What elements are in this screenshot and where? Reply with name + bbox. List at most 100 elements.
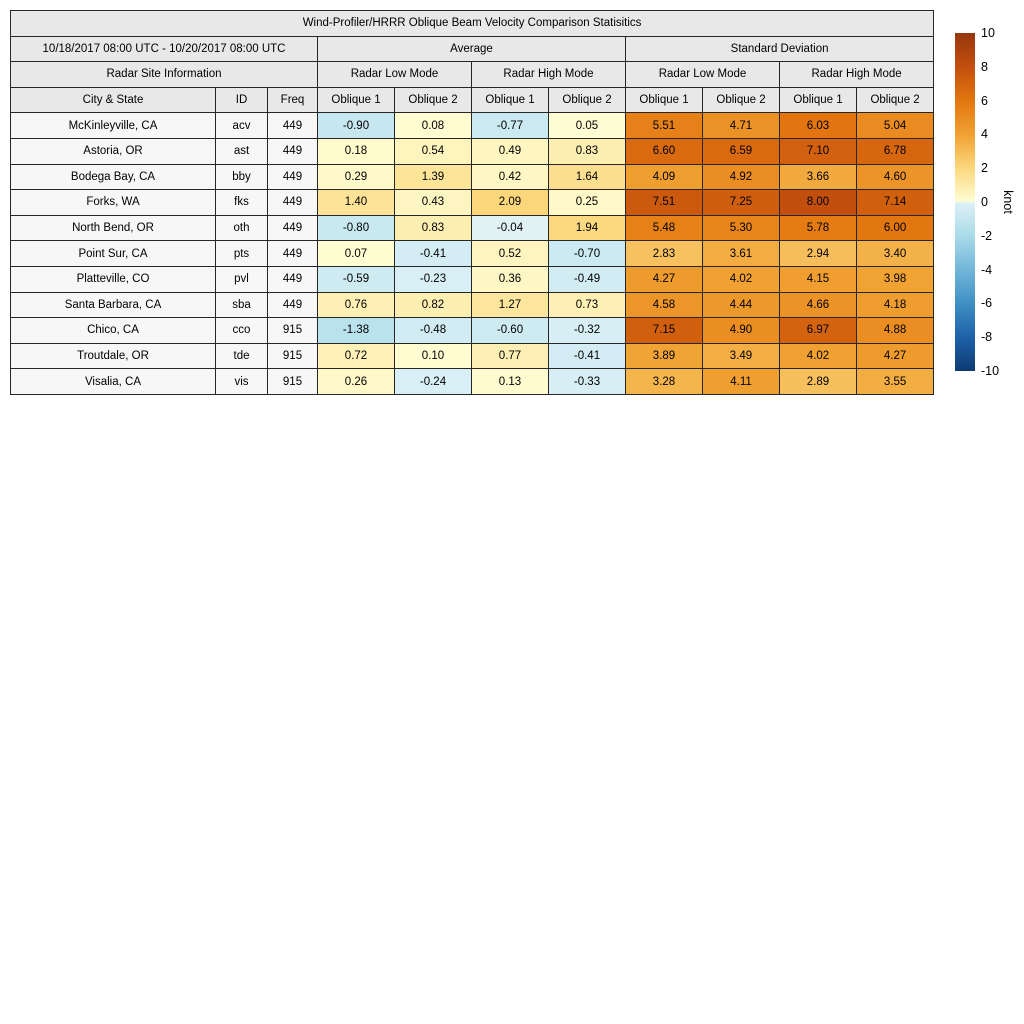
table-row: Forks, WA fks 449 1.40 0.43 2.09 0.25 7.51 7.25 8… <box>10 189 935 216</box>
table-row: Bodega Bay, CA bby 449 0.29 1.39 0.42 1.64 4.09… <box>10 163 935 191</box>
value-cell: 4.92 <box>702 163 780 191</box>
value-cell: 4.90 <box>702 317 780 344</box>
value-cell: -0.32 <box>548 317 626 344</box>
value-cell: 3.61 <box>702 240 780 267</box>
value-cell: 5.51 <box>625 112 703 139</box>
value-cell: 0.18 <box>317 137 395 165</box>
value-cell: 4.58 <box>625 291 703 319</box>
value-cell: -0.60 <box>471 317 549 344</box>
col-header-oblique: Oblique 1 <box>317 86 395 114</box>
table-row: Troutdale, OR tde 915 0.72 0.10 0.77 -0.41 3.89… <box>10 342 935 370</box>
value-cell: 0.29 <box>317 163 395 191</box>
value-cell: 4.02 <box>779 342 857 370</box>
value-cell: -0.41 <box>548 342 626 370</box>
value-cell: 0.82 <box>394 291 472 319</box>
city-cell: Santa Barbara, CA <box>10 291 216 319</box>
value-cell: 3.66 <box>779 163 857 191</box>
site-id-cell: ast <box>215 137 268 165</box>
value-cell: 7.51 <box>625 189 703 216</box>
value-cell: 7.10 <box>779 137 857 165</box>
table-row: Point Sur, CA pts 449 0.07 -0.41 0.52 -0.70 2.8… <box>10 240 935 267</box>
col-header-city: City & State <box>10 86 216 114</box>
site-id-cell: acv <box>215 112 268 139</box>
value-cell: 0.43 <box>394 189 472 216</box>
value-cell: 0.49 <box>471 137 549 165</box>
value-cell: 2.89 <box>779 368 857 395</box>
city-cell: North Bend, OR <box>10 214 216 242</box>
value-cell: 3.89 <box>625 342 703 370</box>
value-cell: -0.04 <box>471 214 549 242</box>
table-body: McKinleyville, CA acv 449 -0.90 0.08 -0.77 0.0… <box>10 112 935 395</box>
col-header-oblique: Oblique 1 <box>471 86 549 114</box>
city-cell: Forks, WA <box>10 189 216 216</box>
value-cell: 0.52 <box>471 240 549 267</box>
colorbar-tick-label: -8 <box>981 330 993 345</box>
city-cell: Troutdale, OR <box>10 342 216 370</box>
value-cell: 2.09 <box>471 189 549 216</box>
table-row: Platteville, CO pvl 449 -0.59 -0.23 0.36 -0.49… <box>10 265 935 293</box>
table-row: Chico, CA cco 915 -1.38 -0.48 -0.60 -0.32 7.15 4… <box>10 317 935 344</box>
colorbar-tick-label: 2 <box>981 161 988 176</box>
colorbar: knot 10 8 6 4 2 0 -2 -4 -6 -8 -10 <box>955 26 1024 378</box>
value-cell: 0.07 <box>317 240 395 267</box>
value-cell: -1.38 <box>317 317 395 344</box>
value-cell: 1.27 <box>471 291 549 319</box>
colorbar-tick-label: 0 <box>981 195 988 209</box>
value-cell: 0.05 <box>548 112 626 139</box>
site-id-cell: cco <box>215 317 268 344</box>
value-cell: 3.49 <box>702 342 780 370</box>
col-header-id: ID <box>215 86 268 114</box>
value-cell: 0.13 <box>471 368 549 395</box>
value-cell: 1.39 <box>394 163 472 191</box>
colorbar-tick-label: 10 <box>981 26 995 40</box>
value-cell: 0.54 <box>394 137 472 165</box>
value-cell: 1.64 <box>548 163 626 191</box>
value-cell: -0.80 <box>317 214 395 242</box>
value-cell: 6.00 <box>855 214 935 242</box>
freq-cell: 449 <box>267 137 318 165</box>
col-header-oblique: Oblique 2 <box>394 86 472 114</box>
table-row: Santa Barbara, CA sba 449 0.76 0.82 1.27 0.73 4… <box>10 291 935 319</box>
value-cell: -0.70 <box>548 240 626 267</box>
value-cell: 0.76 <box>317 291 395 319</box>
value-cell: 0.42 <box>471 163 549 191</box>
colorbar-tick-label: 4 <box>981 127 988 142</box>
value-cell: 4.09 <box>625 163 703 191</box>
col-header-oblique: Oblique 2 <box>702 86 780 114</box>
col-header-oblique: Oblique 2 <box>855 86 935 114</box>
value-cell: -0.90 <box>317 112 395 139</box>
value-cell: 6.03 <box>779 112 857 139</box>
freq-cell: 449 <box>267 240 318 267</box>
stats-table: Wind-Profiler/HRRR Oblique Beam Velocity… <box>9 10 935 395</box>
value-cell: 3.28 <box>625 368 703 395</box>
site-id-cell: fks <box>215 189 268 216</box>
value-cell: 3.40 <box>855 240 935 267</box>
value-cell: -0.59 <box>317 265 395 293</box>
city-cell: Platteville, CO <box>10 265 216 293</box>
value-cell: 4.27 <box>855 342 935 370</box>
value-cell: 2.94 <box>779 240 857 267</box>
value-cell: 4.18 <box>855 291 935 319</box>
value-cell: -0.23 <box>394 265 472 293</box>
site-id-cell: vis <box>215 368 268 395</box>
mode-header-avg-high: Radar High Mode <box>471 61 626 88</box>
value-cell: 4.44 <box>702 291 780 319</box>
value-cell: 6.97 <box>779 317 857 344</box>
value-cell: 7.14 <box>855 189 935 216</box>
value-cell: 3.55 <box>855 368 935 395</box>
value-cell: 4.11 <box>702 368 780 395</box>
table-row: Astoria, OR ast 449 0.18 0.54 0.49 0.83 6.60 6.5… <box>10 137 935 165</box>
city-cell: Chico, CA <box>10 317 216 344</box>
table-row: Visalia, CA vis 915 0.26 -0.24 0.13 -0.33 3.28 4… <box>10 368 935 395</box>
column-header-row: City & State ID Freq Oblique 1 Oblique 2… <box>10 86 935 114</box>
mode-header-row: Radar Site Information Radar Low Mode Ra… <box>10 61 935 88</box>
value-cell: 0.83 <box>394 214 472 242</box>
value-cell: -0.48 <box>394 317 472 344</box>
mode-header-std-high: Radar High Mode <box>778 61 935 88</box>
freq-cell: 449 <box>267 265 318 293</box>
city-cell: Point Sur, CA <box>10 240 216 267</box>
value-cell: -0.41 <box>394 240 472 267</box>
city-cell: McKinleyville, CA <box>10 112 216 139</box>
value-cell: 6.60 <box>625 137 703 165</box>
site-id-cell: tde <box>215 342 268 370</box>
